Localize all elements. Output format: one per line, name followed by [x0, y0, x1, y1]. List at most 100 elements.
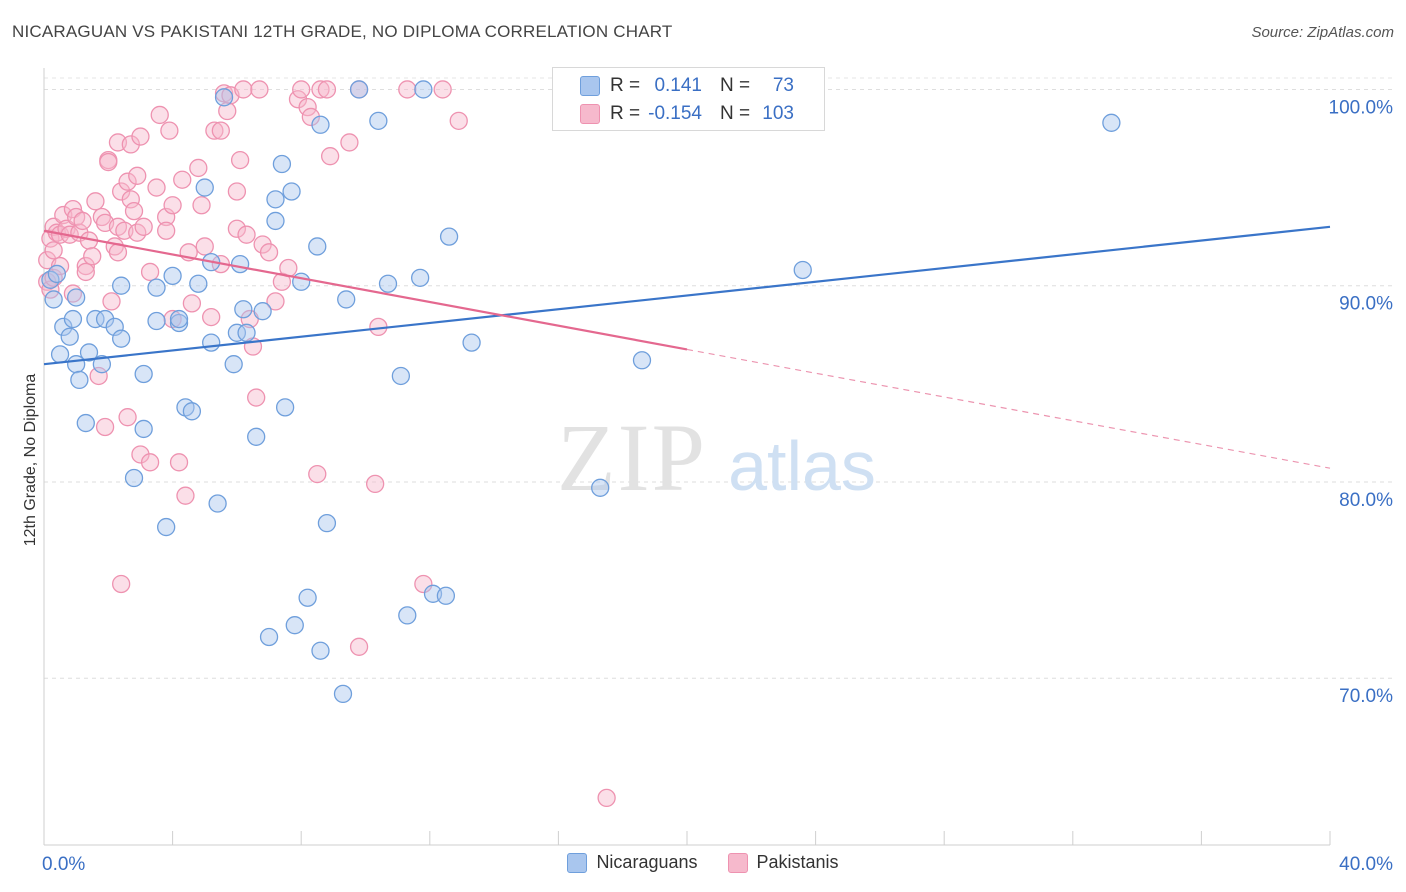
x-tick-label: 40.0% — [1339, 854, 1393, 875]
y-tick-label: 90.0% — [1339, 294, 1393, 315]
data-point-nicaraguans — [112, 276, 131, 295]
grid — [44, 77, 1392, 679]
data-point-nicaraguans — [237, 323, 256, 342]
data-point-nicaraguans — [632, 351, 652, 370]
legend-n-label: N = — [720, 103, 751, 124]
data-point-nicaraguans — [169, 313, 189, 333]
data-point-pakistanis — [308, 464, 327, 484]
tick-labels: 100.0% 90.0% 80.0% 70.0% 0.0% 40.0% — [42, 97, 1393, 875]
series-legend: Nicaraguans Pakistanis — [0, 852, 1406, 873]
data-point-nicaraguans — [202, 333, 221, 352]
data-point-pakistanis — [182, 294, 202, 313]
data-point-nicaraguans — [214, 88, 234, 107]
data-point-pakistanis — [95, 417, 115, 437]
data-point-pakistanis — [340, 133, 359, 152]
data-point-pakistanis — [247, 388, 266, 407]
data-point-pakistanis — [157, 221, 176, 240]
data-point-pakistanis — [205, 121, 224, 140]
data-point-nicaraguans — [411, 268, 430, 287]
data-point-nicaraguans — [337, 290, 356, 309]
legend-swatch-blue — [567, 852, 588, 873]
data-point-pakistanis — [140, 453, 160, 472]
legend-r-label: R = — [610, 103, 641, 124]
data-point-pakistanis — [176, 486, 195, 505]
data-point-nicaraguans — [436, 586, 456, 605]
data-point-pakistanis — [292, 80, 311, 99]
data-point-pakistanis — [317, 80, 337, 99]
legend-r-label: R = — [610, 75, 641, 96]
trend-line-pakistanis — [43, 229, 688, 351]
legend-n-value: 103 — [762, 103, 794, 124]
y-tick-label: 70.0% — [1339, 686, 1393, 707]
data-point-pakistanis — [128, 166, 147, 185]
chart-title: NICARAGUAN VS PAKISTANI 12TH GRADE, NO D… — [12, 22, 673, 41]
data-point-nicaraguans — [266, 190, 285, 209]
data-point-pakistanis — [89, 366, 108, 386]
data-point-nicaraguans — [169, 309, 189, 329]
data-point-nicaraguans — [298, 588, 317, 607]
data-point-pakistanis — [86, 192, 105, 211]
data-point-pakistanis — [414, 574, 433, 594]
data-point-nicaraguans — [333, 684, 353, 704]
data-point-nicaraguans — [208, 494, 227, 513]
data-point-nicaraguans — [275, 398, 295, 417]
data-point-pakistanis — [266, 292, 285, 311]
data-point-pakistanis — [102, 292, 121, 311]
legend-n-label: N = — [720, 75, 751, 96]
data-point-pakistanis — [189, 158, 208, 178]
data-point-pakistanis — [73, 211, 92, 231]
source-label: Source: ZipAtlas.com — [1251, 24, 1394, 41]
data-point-pakistanis — [169, 453, 189, 472]
data-point-pakistanis — [237, 225, 256, 244]
data-point-pakistanis — [349, 637, 369, 656]
data-point-pakistanis — [449, 111, 468, 130]
data-point-nicaraguans — [195, 178, 214, 197]
data-point-pakistanis — [259, 243, 279, 262]
legend-item-nicaraguans: Nicaraguans — [567, 852, 698, 873]
data-point-nicaraguans — [224, 355, 243, 374]
data-point-nicaraguans — [163, 266, 182, 286]
data-point-pakistanis — [597, 788, 616, 808]
data-point-nicaraguans — [60, 327, 79, 346]
data-point-nicaraguans — [292, 272, 311, 291]
data-point-nicaraguans — [134, 419, 153, 439]
x-tick-label: 0.0% — [42, 854, 85, 875]
data-point-nicaraguans — [591, 478, 610, 497]
legend-label-nicaraguans: Nicaraguans — [596, 852, 698, 872]
data-point-pakistanis — [124, 201, 144, 221]
data-point-nicaraguans — [308, 237, 327, 256]
data-point-pakistanis — [118, 408, 137, 427]
data-point-pakistanis — [173, 170, 192, 189]
data-point-nicaraguans — [1102, 113, 1121, 132]
data-point-pakistanis — [150, 105, 169, 125]
legend-swatch-pink — [727, 852, 748, 873]
series-pakistanis — [38, 80, 616, 808]
data-point-pakistanis — [44, 241, 63, 260]
data-point-nicaraguans — [398, 606, 417, 625]
data-point-pakistanis — [230, 150, 250, 170]
data-point-nicaraguans — [112, 329, 131, 348]
data-point-nicaraguans — [50, 345, 70, 364]
data-point-nicaraguans — [157, 517, 176, 537]
data-point-pakistanis — [121, 190, 140, 209]
data-point-nicaraguans — [182, 402, 202, 421]
watermark-zip: ZIP — [557, 404, 707, 511]
data-point-nicaraguans — [272, 154, 292, 174]
data-point-nicaraguans — [259, 627, 279, 647]
legend-row-nicaraguans: R = 0.141 N = 73 — [553, 71, 794, 101]
data-point-pakistanis — [195, 237, 214, 256]
data-point-nicaraguans — [234, 300, 253, 319]
data-point-pakistanis — [99, 152, 118, 172]
data-point-nicaraguans — [266, 211, 285, 231]
data-point-pakistanis — [131, 127, 150, 146]
data-point-pakistanis — [41, 280, 60, 299]
trend-line-pakistanis-extension — [686, 348, 1331, 469]
data-point-pakistanis — [202, 307, 221, 327]
y-tick-label: 80.0% — [1339, 490, 1393, 511]
data-point-pakistanis — [157, 207, 176, 227]
data-point-nicaraguans — [44, 290, 63, 309]
legend-r-value: -0.154 — [648, 103, 702, 124]
data-point-nicaraguans — [92, 355, 112, 374]
data-point-nicaraguans — [189, 274, 208, 293]
